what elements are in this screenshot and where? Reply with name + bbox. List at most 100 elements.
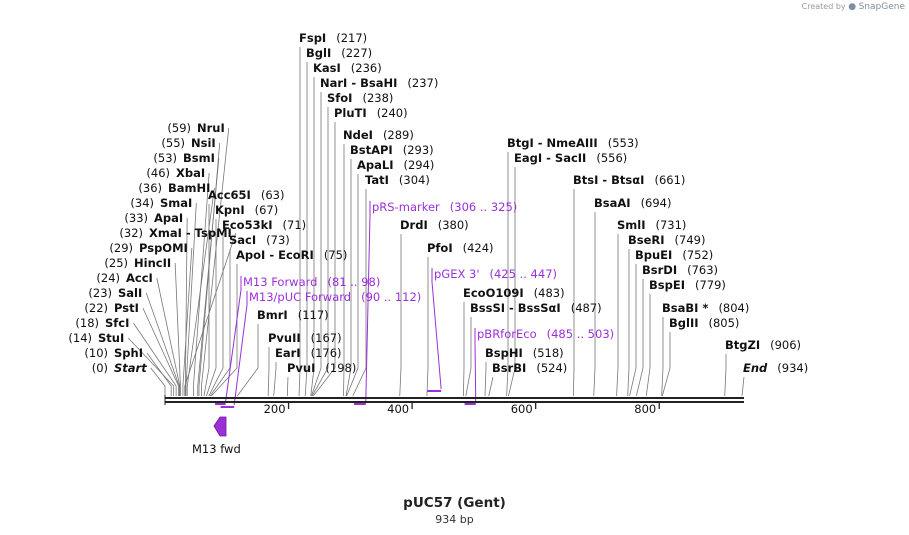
site-bsrdi[interactable]: BsrDI (763) bbox=[642, 263, 718, 277]
site-name: BsaAI bbox=[594, 196, 631, 210]
site-sali[interactable]: (23) SalI bbox=[88, 286, 142, 300]
site-apali[interactable]: ApaLI (294) bbox=[357, 158, 434, 172]
tick-label: 400 bbox=[387, 402, 409, 416]
site-leader-line bbox=[572, 189, 575, 397]
site-leader-line bbox=[724, 354, 727, 397]
site-btsi-bts-i[interactable]: BtsI - BtsαI (661) bbox=[573, 173, 685, 187]
site-smli[interactable]: SmlI (731) bbox=[617, 218, 686, 232]
primer-m13-fwd[interactable]: M13 fwd bbox=[192, 416, 241, 456]
site-name: SfoI bbox=[327, 91, 352, 105]
site-nrui[interactable]: (59) NruI bbox=[167, 121, 224, 135]
site-position: (483) bbox=[534, 286, 565, 300]
site-bsaai[interactable]: BsaAI (694) bbox=[594, 196, 672, 210]
site-btgi-nmeaiii[interactable]: BtgI - NmeAIII (553) bbox=[507, 136, 639, 150]
site-pluti[interactable]: PluTI (240) bbox=[334, 106, 408, 120]
site-bsssi-bsss-i[interactable]: BssSI - BssSαI (487) bbox=[470, 301, 602, 315]
site-xbai[interactable]: (46) XbaI bbox=[146, 166, 205, 180]
site-bspei[interactable]: BspEI (779) bbox=[649, 278, 726, 292]
site-leader-line bbox=[267, 347, 270, 397]
site-sfoi[interactable]: SfoI (238) bbox=[327, 91, 393, 105]
site-bsmi[interactable]: (53) BsmI bbox=[153, 151, 214, 165]
site-bstapi[interactable]: BstAPI (293) bbox=[350, 143, 434, 157]
site-name: EcoO109I bbox=[463, 286, 524, 300]
site-hincii[interactable]: (25) HincII bbox=[104, 256, 171, 270]
site-position: (487) bbox=[571, 301, 602, 315]
site-bseri[interactable]: BseRI (749) bbox=[628, 233, 705, 247]
site-name: BmrI bbox=[257, 308, 288, 322]
site-bsabi[interactable]: BsaBI * (804) bbox=[662, 301, 749, 315]
site-ecoo109i[interactable]: EcoO109I (483) bbox=[463, 286, 565, 300]
site-start[interactable]: (0) Start bbox=[92, 361, 148, 375]
site-leader-line bbox=[426, 257, 429, 397]
site-bglii[interactable]: BglII (805) bbox=[669, 316, 739, 330]
site-ndei[interactable]: NdeI (289) bbox=[343, 128, 414, 142]
site-kasi[interactable]: KasI (236) bbox=[313, 61, 382, 75]
site-bpuei[interactable]: BpuEI (752) bbox=[635, 248, 713, 262]
site-drdi[interactable]: DrdI (380) bbox=[400, 218, 469, 232]
site-leader-line bbox=[185, 202, 197, 396]
tick-label: 800 bbox=[634, 402, 656, 416]
plasmid-length: 934 bp bbox=[435, 513, 474, 526]
site-position: (731) bbox=[656, 218, 687, 232]
feature-pbrforeco[interactable]: pBRforEco (485 .. 503) bbox=[464, 327, 615, 405]
site-position: (227) bbox=[341, 46, 372, 60]
site-sphi[interactable]: (10) SphI bbox=[84, 346, 143, 360]
site-acci[interactable]: (24) AccI bbox=[96, 271, 152, 285]
site-saci[interactable]: SacI (73) bbox=[229, 233, 290, 247]
site-bgli[interactable]: BglI (227) bbox=[306, 46, 372, 60]
site-leader-line bbox=[174, 262, 181, 396]
site-name: PspOMI bbox=[139, 241, 188, 255]
site-position: (289) bbox=[383, 128, 414, 142]
site-name: Start bbox=[114, 361, 147, 375]
feature-pgex-3[interactable]: pGEX 3' (425 .. 447) bbox=[427, 267, 557, 392]
site-fspi[interactable]: FspI (217) bbox=[299, 31, 367, 45]
site-psti[interactable]: (22) PstI bbox=[84, 301, 138, 315]
feature-range: (306 .. 325) bbox=[450, 200, 518, 214]
site-btgzi[interactable]: BtgZI (906) bbox=[725, 338, 801, 352]
site-kpni[interactable]: KpnI (67) bbox=[215, 203, 278, 217]
site-pvuii[interactable]: PvuII (167) bbox=[268, 331, 342, 345]
site-stui[interactable]: (14) StuI bbox=[68, 331, 124, 345]
site-smai[interactable]: (34) SmaI bbox=[130, 196, 192, 210]
site-eari[interactable]: EarI (176) bbox=[275, 346, 342, 360]
site-leader-line bbox=[211, 264, 238, 397]
site-end[interactable]: End (934) bbox=[743, 361, 808, 375]
site-position: (934) bbox=[777, 361, 808, 375]
site-sfci[interactable]: (18) SfcI bbox=[75, 316, 129, 330]
site-pfoi[interactable]: PfoI (424) bbox=[427, 241, 494, 255]
site-name: ApaI bbox=[154, 211, 183, 225]
site-leader-line bbox=[484, 362, 487, 397]
site-xmai-tspmi[interactable]: (32) XmaI - TspMI bbox=[119, 226, 231, 240]
site-leader-line bbox=[146, 352, 172, 396]
site-position: (906) bbox=[770, 338, 801, 352]
site-nsii[interactable]: (55) NsiI bbox=[161, 136, 215, 150]
site-leader-line bbox=[286, 376, 289, 397]
site-eagi-sacii[interactable]: EagI - SacII (556) bbox=[514, 151, 627, 165]
site-leader-line bbox=[593, 212, 596, 397]
site-pspomi[interactable]: (29) PspOMI bbox=[109, 241, 187, 255]
site-bmri[interactable]: BmrI (117) bbox=[257, 308, 329, 322]
site-apoi-ecori[interactable]: ApoI - EcoRI (75) bbox=[236, 248, 347, 262]
site-position: (236) bbox=[351, 61, 382, 75]
site-position: (73) bbox=[266, 233, 290, 247]
site-bsphi[interactable]: BspHI (518) bbox=[485, 346, 564, 360]
site-position: (518) bbox=[533, 346, 564, 360]
feature-m13-puc-forward[interactable]: M13/pUC Forward (90 .. 112) bbox=[220, 290, 422, 408]
site-apai[interactable]: (33) ApaI bbox=[124, 211, 183, 225]
site-position: (32) bbox=[119, 226, 143, 240]
site-acc65i[interactable]: Acc65I (63) bbox=[208, 188, 284, 202]
feature-label: pBRforEco bbox=[477, 327, 537, 341]
site-bsrbi[interactable]: BsrBI (524) bbox=[492, 361, 567, 375]
feature-prs-marker[interactable]: pRS-marker (306 .. 325) bbox=[354, 200, 518, 405]
site-pvui[interactable]: PvuI (198) bbox=[287, 361, 356, 375]
site-name: PvuII bbox=[268, 331, 301, 345]
site-nari-bsahi[interactable]: NarI - BsaHI (237) bbox=[320, 76, 438, 90]
site-bamhi[interactable]: (36) BamHI bbox=[138, 181, 210, 195]
site-position: (198) bbox=[325, 361, 356, 375]
feature-m13-forward[interactable]: M13 Forward (81 .. 98) bbox=[215, 275, 380, 405]
site-tati[interactable]: TatI (304) bbox=[365, 173, 430, 187]
site-eco53ki[interactable]: Eco53kI (71) bbox=[222, 218, 306, 232]
site-position: (694) bbox=[641, 196, 672, 210]
